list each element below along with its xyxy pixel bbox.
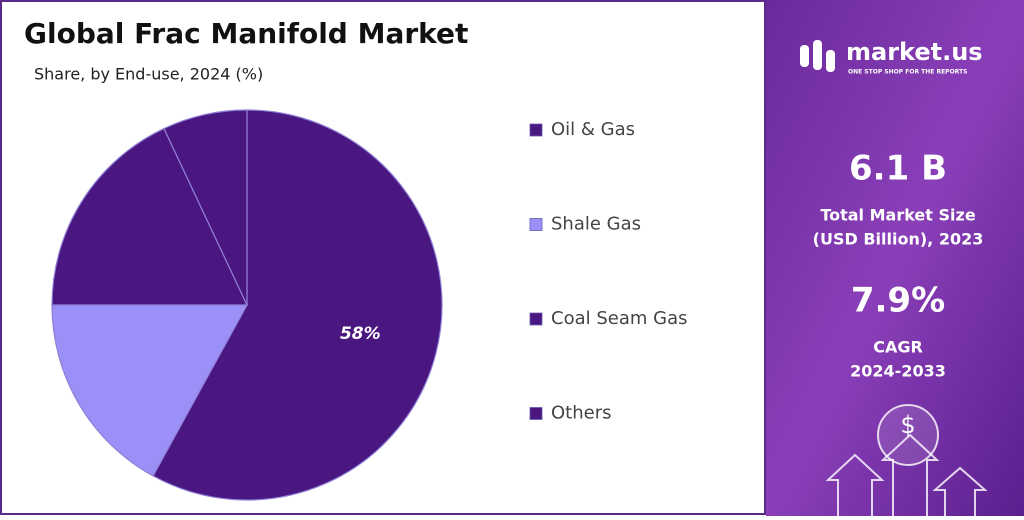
- market-size-label: Total Market Size: [820, 206, 975, 225]
- chart-subtitle: Share, by End-use, 2024 (%): [34, 65, 263, 84]
- panel-decoration: [825, 404, 988, 516]
- legend-label: Others: [551, 403, 612, 424]
- dollar-icon: $: [900, 411, 915, 439]
- cagr-value: 7.9%: [851, 281, 945, 321]
- pie: 58%: [51, 109, 443, 501]
- cagr-label: 2024-2033: [850, 362, 946, 381]
- pie-slice: [163, 109, 248, 306]
- legend-label: Coal Seam Gas: [551, 308, 687, 329]
- market-size: 6.1 B: [849, 149, 947, 189]
- info-panel: [766, 0, 1024, 516]
- legend-swatch: [529, 312, 543, 326]
- legend-swatch: [529, 123, 543, 137]
- pie-slice: [51, 127, 248, 306]
- brand-name: market.us: [846, 38, 983, 66]
- legend-swatch: [529, 407, 543, 420]
- legend-swatch: [529, 218, 543, 231]
- brand-tagline: ONE STOP SHOP FOR THE REPORTS: [848, 69, 967, 76]
- brand-logo: [800, 40, 835, 72]
- legend-label: Oil & Gas: [551, 119, 635, 140]
- market-size-label: (USD Billion), 2023: [813, 230, 984, 249]
- pie-slice: [51, 304, 249, 477]
- data-label: 58%: [340, 324, 381, 344]
- pie-slice: [152, 109, 443, 501]
- cagr-label: CAGR: [873, 338, 923, 357]
- legend: Oil & Gas Shale Gas Coal Seam Gas Others: [529, 119, 687, 424]
- chart-title: Global Frac Manifold Market: [24, 17, 468, 50]
- legend-label: Shale Gas: [551, 214, 641, 235]
